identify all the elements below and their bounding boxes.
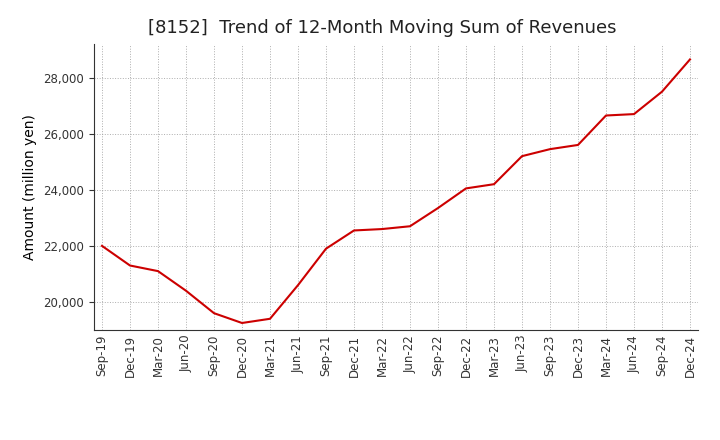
Y-axis label: Amount (million yen): Amount (million yen) [24,114,37,260]
Text: [8152]  Trend of 12-Month Moving Sum of Revenues: [8152] Trend of 12-Month Moving Sum of R… [148,19,616,37]
